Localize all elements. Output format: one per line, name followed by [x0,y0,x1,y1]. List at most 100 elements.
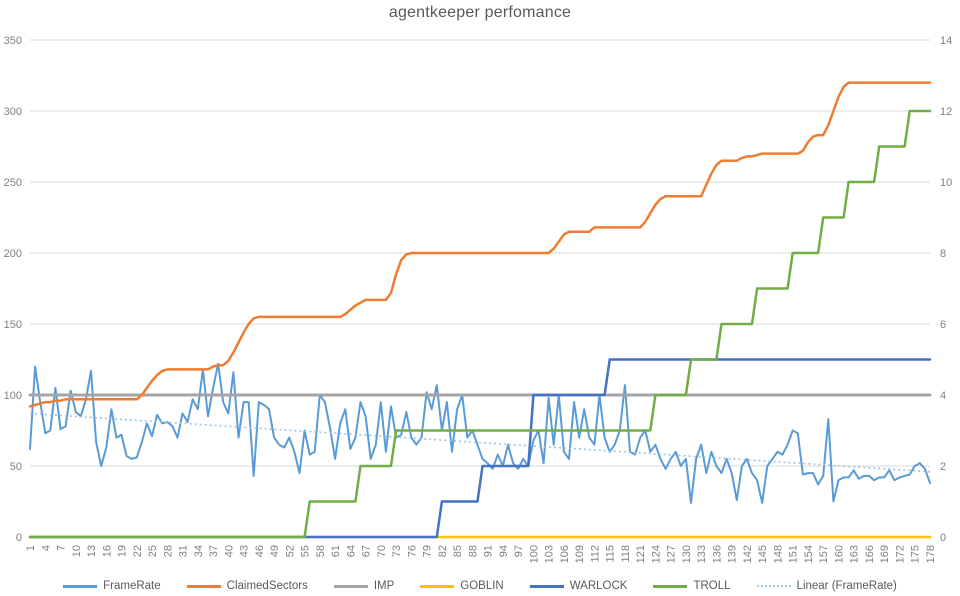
x-axis-tick: 178 [925,545,937,563]
y-axis-left-tick: 300 [4,106,22,118]
legend-swatch-icon [333,584,368,588]
series-line-framerate [29,362,931,504]
x-axis-tick: 16 [101,545,113,557]
trendline-linear-framerate [29,412,931,473]
x-axis-tick: 25 [147,545,159,557]
legend-label: WARLOCK [569,580,628,592]
x-axis-tick: 1 [25,545,37,551]
legend-label: IMP [373,580,395,592]
x-axis-tick: 61 [330,545,342,557]
y-axis-left-tick: 200 [4,248,22,260]
legend-swatch-icon [653,584,688,588]
x-axis-tick: 142 [742,545,754,563]
y-axis-right-tick: 6 [940,319,946,331]
x-axis-tick: 163 [849,545,861,563]
x-axis-tick: 97 [513,545,525,557]
x-axis-tick: 22 [132,545,144,557]
x-axis-tick: 4 [40,545,52,551]
legend-label: ClaimedSectors [226,580,308,592]
x-axis-tick: 166 [864,545,876,563]
x-axis-tick: 145 [757,545,769,563]
legend-label: GOBLIN [460,580,504,592]
legend-item-framerate: FrameRate [63,580,161,592]
legend-label: Linear (FrameRate) [796,580,897,592]
x-axis-tick: 10 [71,545,83,557]
x-axis-tick: 157 [818,545,830,563]
x-axis-tick: 58 [315,545,327,557]
x-axis-tick: 31 [178,545,190,557]
legend-swatch-icon [529,584,564,588]
x-axis-tick: 151 [788,545,800,563]
y-axis-right-tick: 12 [940,106,952,118]
series-line-warlock [28,358,932,539]
legend-label: FrameRate [103,580,161,592]
x-axis-tick: 127 [666,545,678,563]
x-axis-tick: 106 [559,545,571,563]
legend-item-linear-framerate: Linear (FrameRate) [756,580,897,592]
x-axis-tick: 76 [406,545,418,557]
x-axis-tick: 73 [391,545,403,557]
x-axis-tick: 88 [467,545,479,557]
x-axis-tick: 70 [376,545,388,557]
x-axis-tick: 52 [284,545,296,557]
x-axis-tick: 49 [269,545,281,557]
x-axis-tick: 160 [833,545,845,563]
x-axis-tick: 64 [345,545,357,557]
legend-swatch-icon [63,584,98,588]
x-axis-tick: 7 [56,545,68,551]
x-axis-tick: 133 [696,545,708,563]
x-axis-tick: 154 [803,545,815,563]
x-axis-tick: 37 [208,545,220,557]
y-axis-left-tick: 350 [4,35,22,47]
x-axis-tick: 124 [650,545,662,563]
x-axis-tick: 79 [422,545,434,557]
y-axis-left-tick: 50 [10,461,22,473]
x-axis-tick: 82 [437,545,449,557]
x-axis-tick: 169 [879,545,891,563]
legend-item-imp: IMP [333,580,395,592]
x-axis-tick: 91 [483,545,495,557]
y-axis-right-tick: 4 [940,390,946,402]
legend-swatch-icon [420,584,455,588]
x-axis-tick: 100 [528,545,540,563]
x-axis-tick: 55 [300,545,312,557]
x-axis-tick: 94 [498,545,510,557]
x-axis-tick: 43 [239,545,251,557]
x-axis-tick: 136 [711,545,723,563]
y-axis-right-tick: 2 [940,461,946,473]
x-axis-tick: 118 [620,545,632,563]
legend-item-goblin: GOBLIN [420,580,504,592]
x-axis-tick: 115 [605,545,617,563]
y-axis-right-tick: 8 [940,248,946,260]
x-axis-tick: 172 [894,545,906,563]
series-line-troll [28,109,932,539]
y-axis-left-tick: 0 [16,532,22,544]
x-axis-tick: 139 [727,545,739,563]
legend-swatch-icon [756,585,791,587]
x-axis-tick: 67 [361,545,373,557]
x-axis-tick: 46 [254,545,266,557]
x-axis-tick: 13 [86,545,98,557]
y-axis-right-tick: 14 [940,35,952,47]
y-axis-right-tick: 0 [940,532,946,544]
y-axis-left-tick: 250 [4,177,22,189]
x-axis-tick: 109 [574,545,586,563]
x-axis-tick: 28 [162,545,174,557]
series-line-claimedsectors [28,81,932,408]
x-axis-tick: 40 [223,545,235,557]
x-axis-tick: 85 [452,545,464,557]
x-axis-tick: 34 [193,545,205,557]
legend-item-troll: TROLL [653,580,731,592]
y-axis-left-tick: 150 [4,319,22,331]
x-axis-tick: 148 [772,545,784,563]
x-axis-tick: 130 [681,545,693,563]
x-axis-tick: 103 [544,545,556,563]
x-axis-tick: 19 [117,545,129,557]
legend-label: TROLL [693,580,731,592]
chart-legend: FrameRate ClaimedSectors IMP GOBLIN WARLOCK T… [0,580,960,592]
legend-swatch-icon [186,584,221,588]
chart-title: agentkeeper perfomance [388,4,572,21]
y-axis-left-tick: 100 [4,390,22,402]
